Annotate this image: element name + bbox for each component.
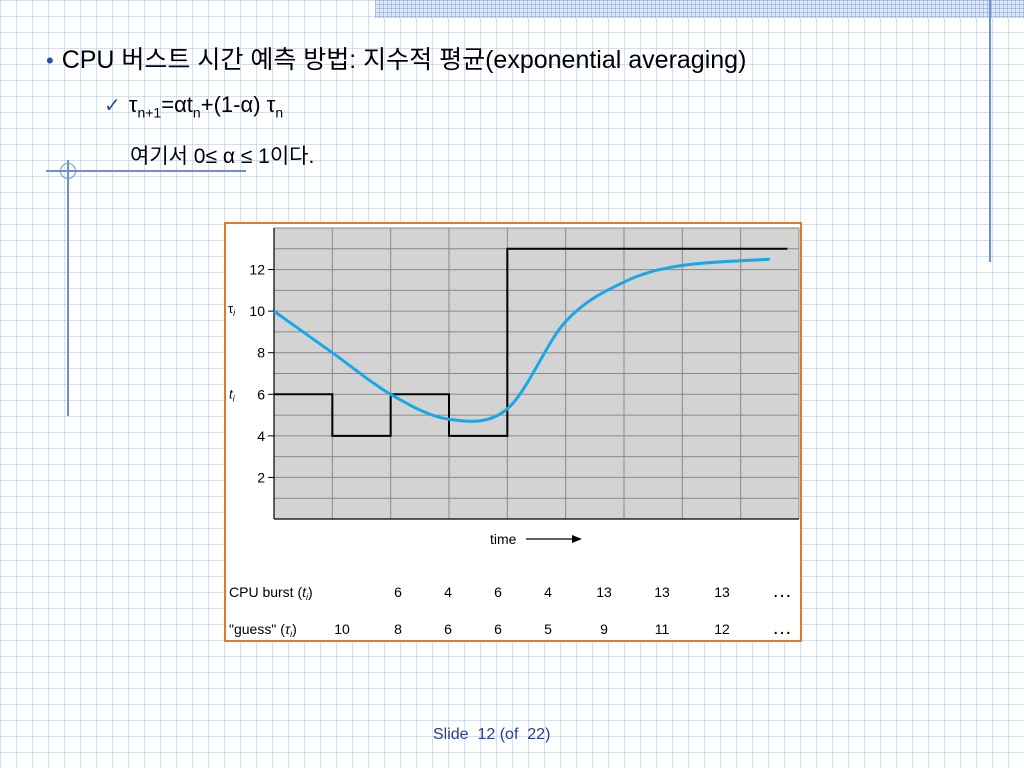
formula-sub-n3: n	[275, 104, 284, 121]
formula-t: t	[186, 92, 193, 117]
table-row-label: "guess" (τi)	[229, 621, 297, 639]
table-row-label: CPU burst (ti)	[229, 584, 313, 602]
left-horizontal-rule	[46, 170, 246, 172]
cpu-burst-step-line	[274, 247, 788, 437]
table-cell: 11	[655, 621, 670, 637]
bullet-dot-icon: •	[46, 48, 54, 73]
formula: ✓ τn+1=αtn+(1-α) τn	[104, 92, 283, 120]
y-tick-label: 8	[257, 345, 265, 361]
left-vertical-rule	[67, 160, 69, 416]
formula-sub-n1: n+1	[137, 104, 162, 121]
table-ellipsis: …	[772, 580, 792, 602]
formula-tau2: τ	[266, 92, 276, 117]
table-cell: 6	[494, 584, 502, 600]
table-cell: 13	[654, 584, 670, 600]
bullet-heading: • CPU 버스트 시간 예측 방법: 지수적 평균(exponential av…	[46, 40, 746, 76]
y-axis-label-t: ti	[229, 386, 236, 403]
decor-circle-icon	[60, 163, 76, 179]
prediction-chart: 2 4 6 8 10 12 τi ti time CPU burst (ti) 6 4 6 4 13 13 13…	[228, 227, 800, 639]
formula-eq: =	[161, 92, 175, 117]
table-cell: 6	[494, 621, 502, 637]
formula-alpha: α	[174, 92, 187, 117]
formula-alpha2: α	[240, 92, 254, 117]
exponential-averaging-figure: 2 4 6 8 10 12 τi ti time CPU burst (ti) 6 4 6 4 13 13 13…	[224, 222, 802, 642]
alpha-condition: 여기서 0≤ α ≤ 1이다.	[130, 145, 315, 168]
table-cell: 6	[444, 621, 452, 637]
table-cell: 6	[394, 584, 402, 600]
right-vertical-rule	[989, 0, 991, 262]
x-axis-label: time	[490, 531, 517, 547]
table-cell: 5	[544, 621, 552, 637]
bullet-text-prefix: CPU 버스트 시간 예측 방법: 지수적 평균	[61, 46, 486, 74]
slide-number: Slide 12 (of 22)	[433, 726, 551, 743]
y-tick-label: 10	[249, 303, 265, 319]
checkmark-icon: ✓	[104, 95, 121, 117]
formula-tau: τ	[128, 92, 138, 117]
y-tick-label: 2	[257, 469, 265, 485]
table-cell: 13	[714, 584, 730, 600]
table-cell: 12	[714, 621, 730, 637]
y-tick-label: 6	[257, 386, 265, 402]
formula-sub-n: n	[192, 104, 201, 121]
header-band	[375, 0, 1024, 18]
table-cell: 13	[596, 584, 612, 600]
y-axis-label-tau: τi	[228, 301, 236, 318]
formula-close: )	[253, 92, 267, 117]
table-cell: 9	[600, 621, 608, 637]
table-cell: 4	[544, 584, 552, 600]
table-cell: 10	[334, 621, 350, 637]
table-cell: 4	[444, 584, 452, 600]
guess-curve	[273, 257, 770, 423]
y-tick-label: 4	[257, 428, 265, 444]
time-arrow-icon	[572, 535, 582, 543]
formula-plus: +(1-	[200, 92, 241, 117]
y-tick-label: 12	[249, 262, 265, 278]
table-cell: 8	[394, 621, 402, 637]
table-ellipsis: …	[772, 617, 792, 639]
bullet-text-suffix: (exponential averaging)	[485, 46, 747, 74]
